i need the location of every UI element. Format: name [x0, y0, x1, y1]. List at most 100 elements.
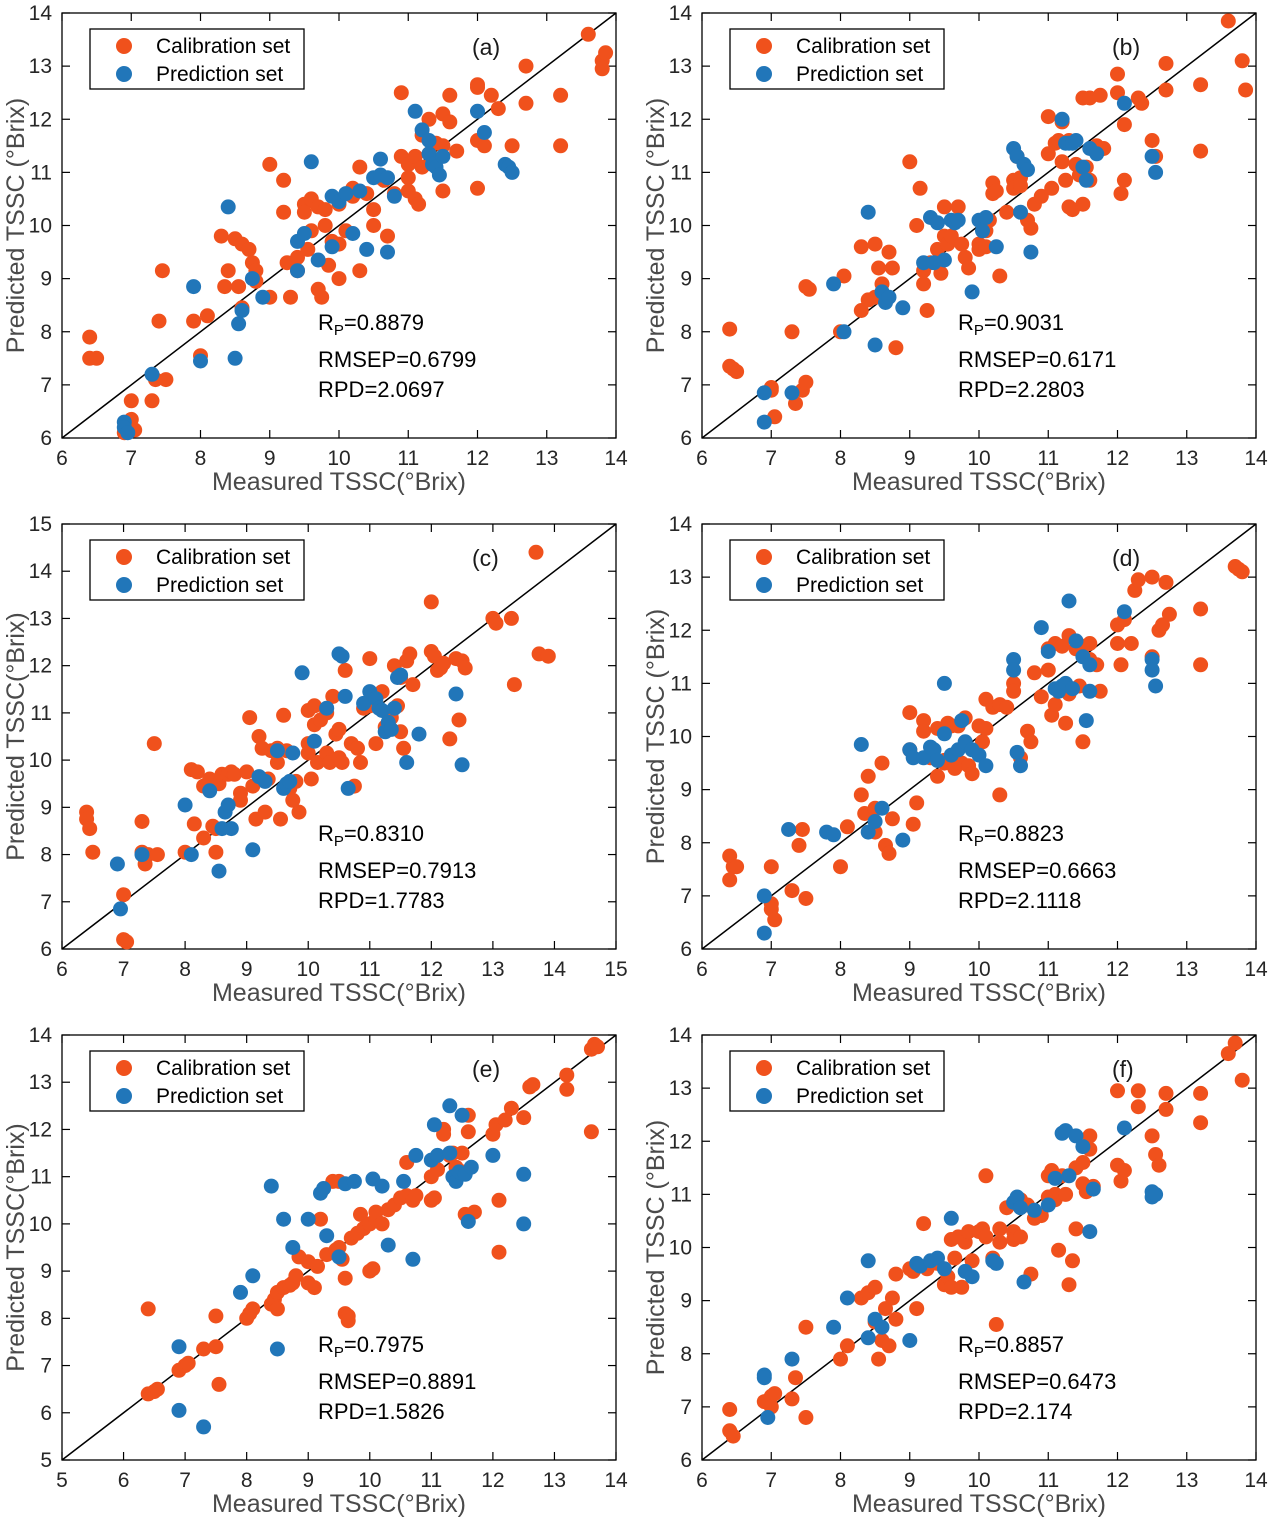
- calibration-point: [888, 340, 904, 356]
- calibration-point: [144, 393, 160, 409]
- x-tick-label: 7: [765, 958, 777, 981]
- prediction-point: [874, 1319, 890, 1335]
- calibration-point: [961, 1224, 977, 1240]
- prediction-point: [337, 688, 353, 704]
- prediction-point: [756, 925, 772, 941]
- calibration-point: [902, 705, 918, 721]
- calibration-point: [310, 1258, 325, 1274]
- x-axis-label: Measured TSSC(°Brix): [852, 468, 1106, 496]
- calibration-point: [999, 204, 1015, 220]
- calibration-point: [516, 1110, 532, 1126]
- prediction-point: [826, 276, 842, 292]
- y-tick-label: 6: [40, 427, 52, 450]
- prediction-point: [860, 824, 876, 840]
- prediction-point: [408, 1147, 424, 1163]
- stats-rp-subscript: P: [974, 322, 984, 339]
- calibration-point: [559, 1067, 575, 1083]
- calibration-point: [82, 329, 98, 345]
- calibration-point: [1058, 1186, 1074, 1202]
- prediction-point: [426, 1117, 442, 1133]
- y-tick-label: 7: [40, 374, 52, 397]
- y-tick-label: 6: [680, 427, 692, 450]
- calibration-point: [978, 1229, 994, 1245]
- calibration-point: [881, 1338, 897, 1354]
- panel-e: 5 6 7 8 9 10 11 12 13 14 5 6 7 8 9 10 11 12 13 14 Measured T…: [2, 1024, 628, 1518]
- calibration-point: [251, 729, 267, 744]
- x-tick-label: 11: [1037, 958, 1059, 981]
- prediction-point: [1144, 148, 1160, 164]
- calibration-point: [1075, 734, 1091, 750]
- x-tick-label: 6: [696, 958, 708, 981]
- calibration-point: [1092, 683, 1108, 699]
- prediction-point: [1116, 1120, 1132, 1136]
- x-axis-label: Measured TSSC(°Brix): [852, 1490, 1106, 1518]
- prediction-point: [282, 773, 298, 789]
- calibration-point: [950, 199, 966, 215]
- calibration-point: [1013, 1229, 1028, 1245]
- x-tick-label: 14: [604, 447, 628, 470]
- calibration-point: [905, 816, 921, 832]
- prediction-point: [1061, 593, 1077, 609]
- calibration-point: [1065, 1253, 1080, 1269]
- x-tick-label: 9: [904, 447, 916, 470]
- prediction-point: [202, 783, 218, 799]
- prediction-point: [756, 1370, 772, 1386]
- calibration-point: [149, 847, 165, 863]
- calibration-point: [208, 1339, 224, 1355]
- prediction-point: [399, 755, 415, 770]
- stats-rp-value: =0.8857: [984, 1332, 1064, 1357]
- panel-c: 6 7 8 9 10 11 12 13 14 15 6 7 8 9 10 11 12 13 14 15 Measured…: [2, 513, 628, 1007]
- prediction-point: [196, 1419, 212, 1435]
- stats-rp-line: RP=0.8879: [318, 310, 424, 339]
- calibration-point: [140, 1301, 156, 1317]
- x-tick-label: 14: [1244, 447, 1268, 470]
- prediction-point: [285, 1240, 301, 1255]
- stats-rpd-line: RPD=2.0697: [318, 377, 445, 402]
- calibration-point: [317, 202, 333, 218]
- prediction-point: [244, 271, 260, 287]
- prediction-point: [943, 1210, 959, 1226]
- calibration-point: [791, 837, 807, 853]
- prediction-point: [1068, 1128, 1084, 1144]
- legend-prediction-label: Prediction set: [156, 63, 283, 86]
- calibration-point: [273, 811, 288, 827]
- legend-calibration-label: Calibration set: [156, 546, 290, 569]
- calibration-point: [1082, 636, 1098, 651]
- y-tick-label: 6: [40, 938, 52, 961]
- calibration-point: [1155, 617, 1170, 633]
- calibration-point: [331, 721, 347, 737]
- prediction-point: [373, 151, 388, 167]
- legend-calibration-label: Calibration set: [156, 35, 290, 58]
- y-tick-label: 13: [669, 1077, 692, 1100]
- y-tick-label: 11: [30, 161, 52, 184]
- calibration-point: [435, 138, 451, 154]
- prediction-point: [186, 279, 202, 295]
- calibration-point: [1116, 117, 1132, 133]
- prediction-point: [936, 726, 952, 742]
- calibration-point: [999, 699, 1015, 715]
- y-tick-label: 6: [40, 1402, 52, 1425]
- calibration-point: [1113, 186, 1129, 202]
- prediction-point: [760, 1410, 776, 1425]
- calibration-point: [988, 183, 1004, 199]
- prediction-point: [836, 324, 852, 340]
- calibration-point: [353, 1206, 368, 1222]
- calibration-point: [503, 1100, 519, 1116]
- y-tick-label: 13: [29, 1071, 52, 1094]
- calibration-point: [884, 1290, 900, 1306]
- prediction-point: [1006, 662, 1022, 678]
- stats-rp-subscript: P: [974, 833, 984, 850]
- calibration-point: [352, 159, 368, 175]
- calibration-point: [1110, 1083, 1125, 1099]
- calibration-point: [220, 263, 236, 279]
- calibration-point: [180, 1355, 196, 1371]
- calibration-point: [1238, 82, 1254, 98]
- x-tick-label: 8: [835, 958, 847, 981]
- calibration-point: [488, 615, 504, 631]
- calibration-point: [1026, 665, 1042, 681]
- calibration-point: [909, 1301, 925, 1317]
- calibration-point: [798, 374, 814, 390]
- panel-label: (a): [472, 34, 500, 60]
- calibration-point: [497, 1112, 513, 1128]
- prediction-point: [231, 316, 247, 332]
